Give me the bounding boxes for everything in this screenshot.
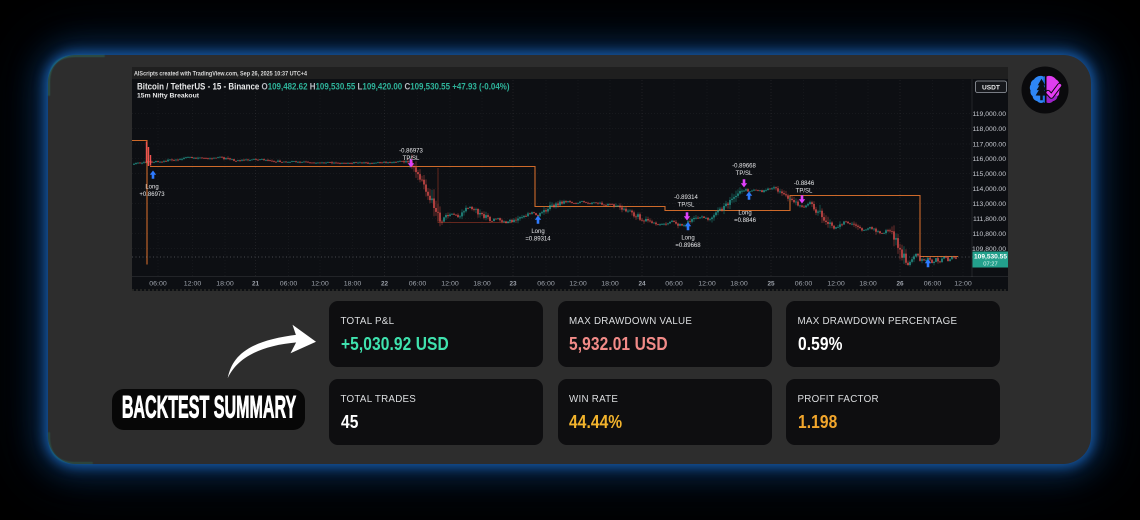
svg-text:109,800.00: 109,800.00 — [972, 246, 1006, 253]
svg-text:113,000.00: 113,000.00 — [972, 201, 1006, 208]
svg-text:12:00: 12:00 — [311, 281, 329, 288]
svg-text:TP/SL: TP/SL — [736, 171, 753, 177]
svg-text:TP/SL: TP/SL — [796, 189, 813, 195]
svg-text:114,000.00: 114,000.00 — [972, 186, 1006, 193]
svg-text:06:00: 06:00 — [665, 281, 683, 288]
svg-text:12:00: 12:00 — [441, 281, 459, 288]
svg-text:Long: Long — [531, 229, 544, 235]
svg-text:18:00: 18:00 — [601, 281, 619, 288]
svg-text:18:00: 18:00 — [473, 281, 491, 288]
svg-text:Long: Long — [681, 236, 694, 242]
svg-text:AIScripts created with Trading: AIScripts created with TradingView.com, … — [134, 71, 307, 78]
svg-text:24: 24 — [638, 281, 646, 288]
svg-text:06:00: 06:00 — [149, 281, 167, 288]
svg-text:25: 25 — [767, 281, 775, 288]
svg-text:118,000.00: 118,000.00 — [972, 126, 1006, 133]
svg-text:18:00: 18:00 — [859, 281, 877, 288]
svg-text:18:00: 18:00 — [216, 281, 234, 288]
svg-text:TP/SL: TP/SL — [403, 156, 420, 162]
svg-text:=0.8846: =0.8846 — [734, 218, 757, 224]
svg-text:Long: Long — [738, 211, 751, 217]
svg-text:21: 21 — [252, 281, 260, 288]
svg-text:07:27: 07:27 — [983, 261, 998, 267]
svg-text:=0.89314: =0.89314 — [525, 237, 551, 243]
svg-text:12:00: 12:00 — [954, 281, 972, 288]
svg-text:22: 22 — [381, 281, 389, 288]
svg-text:23: 23 — [509, 281, 517, 288]
svg-text:116,000.00: 116,000.00 — [972, 156, 1006, 163]
svg-text:117,000.00: 117,000.00 — [972, 141, 1006, 148]
svg-text:Long: Long — [145, 185, 158, 191]
svg-text:12:00: 12:00 — [698, 281, 716, 288]
svg-text:+0.86973: +0.86973 — [139, 192, 165, 198]
svg-text:Bitcoin / TetherUS - 15 - Bina: Bitcoin / TetherUS - 15 - Binance O109,4… — [137, 81, 510, 92]
svg-text:-0.8846: -0.8846 — [794, 181, 815, 187]
svg-text:-0.89314: -0.89314 — [674, 195, 698, 201]
svg-text:06:00: 06:00 — [537, 281, 555, 288]
svg-text:=0.89668: =0.89668 — [675, 243, 701, 249]
svg-text:TP/SL: TP/SL — [678, 203, 695, 209]
svg-text:12:00: 12:00 — [827, 281, 845, 288]
svg-text:119,000.00: 119,000.00 — [972, 111, 1006, 118]
svg-text:111,800.00: 111,800.00 — [973, 216, 1006, 223]
svg-text:109,530.55: 109,530.55 — [974, 254, 1007, 261]
svg-text:15m Nifty Breakout: 15m Nifty Breakout — [137, 93, 200, 100]
svg-text:110,800.00: 110,800.00 — [972, 231, 1006, 238]
svg-text:06:00: 06:00 — [795, 281, 813, 288]
svg-text:18:00: 18:00 — [730, 281, 748, 288]
svg-text:06:00: 06:00 — [409, 281, 427, 288]
svg-text:115,000.00: 115,000.00 — [972, 171, 1006, 178]
svg-text:12:00: 12:00 — [184, 281, 202, 288]
svg-text:26: 26 — [896, 281, 904, 288]
svg-text:USDT: USDT — [982, 84, 1000, 91]
svg-text:06:00: 06:00 — [924, 281, 942, 288]
svg-text:12:00: 12:00 — [569, 281, 587, 288]
svg-text:06:00: 06:00 — [280, 281, 298, 288]
svg-text:18:00: 18:00 — [344, 281, 362, 288]
svg-text:-0.89668: -0.89668 — [732, 164, 756, 170]
svg-text:-0.86973: -0.86973 — [399, 149, 423, 155]
